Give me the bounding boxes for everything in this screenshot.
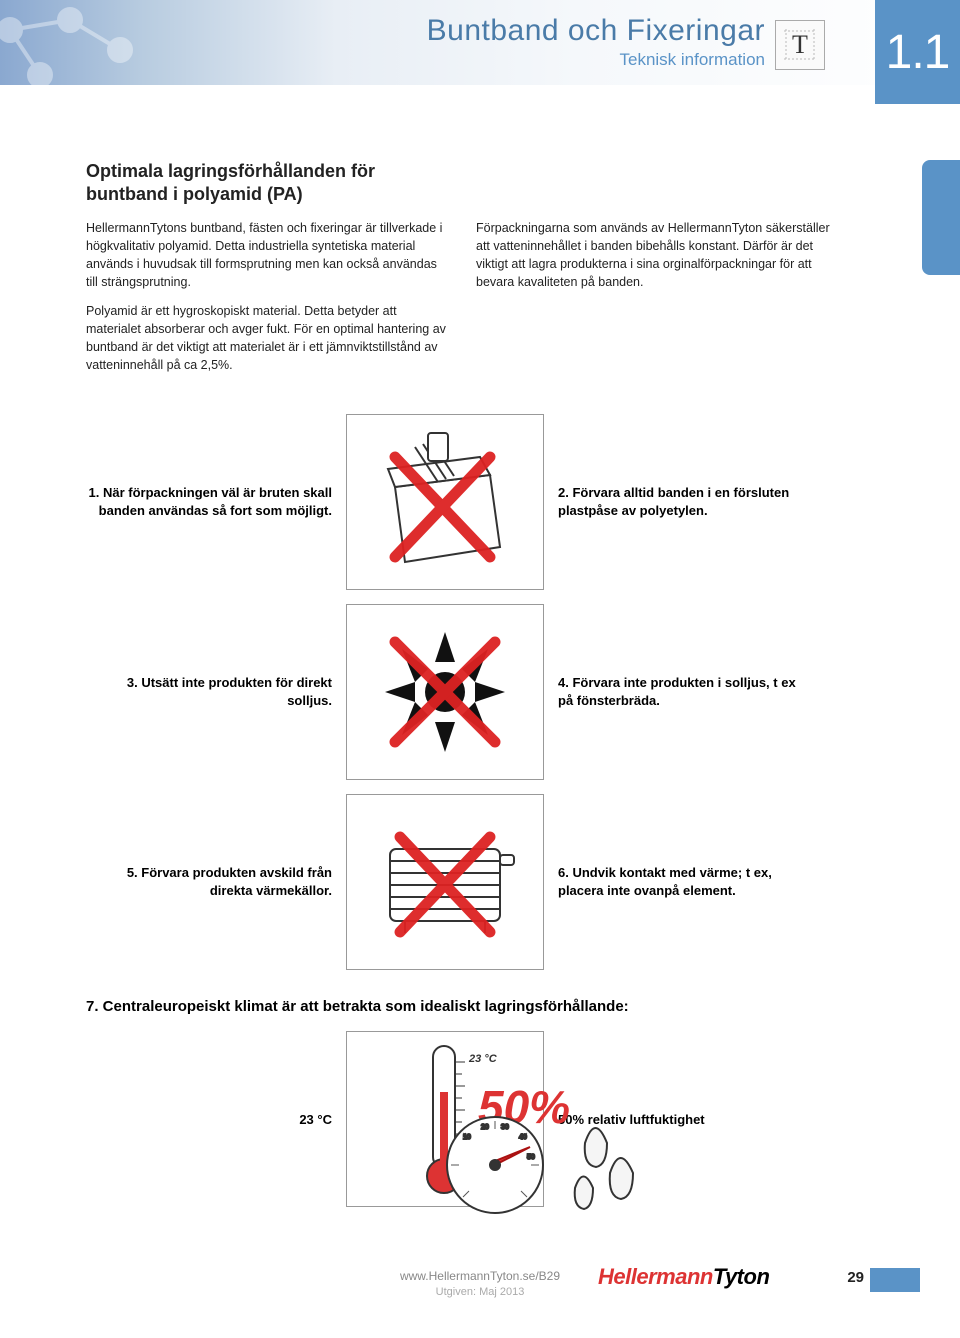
- svg-text:50: 50: [527, 1154, 535, 1161]
- svg-text:10: 10: [463, 1134, 471, 1141]
- tip-1-figure: [346, 414, 544, 590]
- side-tab: [922, 160, 960, 275]
- package-icon: [360, 427, 530, 577]
- tips-block: 1. När förpackningen väl är bruten skall…: [86, 414, 836, 1207]
- header-logo-letter-text: T: [792, 30, 808, 60]
- footer-url: www.HellermannTyton.se/B29: [0, 1269, 960, 1283]
- tip-3-text: 3. Utsätt inte produkten för direkt soll…: [86, 674, 346, 709]
- page-number-bar: [870, 1268, 920, 1292]
- radiator-icon: [360, 807, 530, 957]
- footer-logo-part1: Hellermann: [598, 1264, 713, 1289]
- header-title-main: Buntband och Fixeringar: [400, 14, 765, 48]
- intro-right-p1: Förpackningarna som används av Hellerman…: [476, 219, 836, 292]
- header-title-block: Buntband och Fixeringar Teknisk informat…: [400, 14, 765, 70]
- svg-text:20: 20: [481, 1124, 489, 1131]
- svg-text:40: 40: [519, 1134, 527, 1141]
- molecule-decoration: [0, 0, 180, 90]
- thermometer-temp-label: 23 °C: [468, 1053, 498, 1065]
- intro-left-column: HellermannTytons buntband, fästen och fi…: [86, 219, 446, 374]
- footer-brand-logo: HellermannTyton: [598, 1264, 769, 1290]
- humidity-gauge-icon: 10 20 30 40 50: [415, 1103, 675, 1243]
- footer: www.HellermannTyton.se/B29 Utgiven: Maj …: [0, 1269, 960, 1298]
- sun-icon: [360, 617, 530, 767]
- main-heading: Optimala lagringsförhållanden för buntba…: [86, 160, 446, 205]
- tip-row-2: 3. Utsätt inte produkten för direkt soll…: [86, 604, 836, 780]
- page-number: 29: [847, 1269, 864, 1286]
- section-tab: 1.1: [875, 0, 960, 104]
- tip-row-3: 5. Förvara produkten avskild från direkt…: [86, 794, 836, 970]
- svg-text:30: 30: [501, 1124, 509, 1131]
- footer-date: Utgiven: Maj 2013: [0, 1286, 960, 1298]
- tip-2-figure: [346, 604, 544, 780]
- intro-left-p1: HellermannTytons buntband, fästen och fi…: [86, 219, 446, 292]
- tip-row-1: 1. När förpackningen väl är bruten skall…: [86, 414, 836, 590]
- tip-2-text: 2. Förvara alltid banden i en försluten …: [544, 484, 804, 519]
- tip-1-text: 1. När förpackningen väl är bruten skall…: [86, 484, 346, 519]
- tip-4-text: 4. Förvara inte produkten i solljus, t e…: [544, 674, 804, 709]
- header-title-sub: Teknisk information: [400, 50, 765, 70]
- intro-right-column: Förpackningarna som används av Hellerman…: [476, 219, 836, 374]
- tip-5-text: 5. Förvara produkten avskild från direkt…: [86, 864, 346, 899]
- tip-7-left: 23 °C: [86, 1112, 346, 1127]
- header-section-icon: T: [775, 20, 825, 70]
- page-content: Optimala lagringsförhållanden för buntba…: [86, 160, 836, 1207]
- tip-6-text: 6. Undvik kontakt med värme; t ex, place…: [544, 864, 804, 899]
- intro-left-p2: Polyamid är ett hygroskopiskt material. …: [86, 302, 446, 375]
- tip-7-heading: 7. Centraleuropeiskt klimat är att betra…: [86, 998, 836, 1015]
- section-number: 1.1: [886, 25, 950, 80]
- intro-columns: HellermannTytons buntband, fästen och fi…: [86, 219, 836, 374]
- footer-logo-part2: Tyton: [713, 1264, 770, 1289]
- tip-3-figure: [346, 794, 544, 970]
